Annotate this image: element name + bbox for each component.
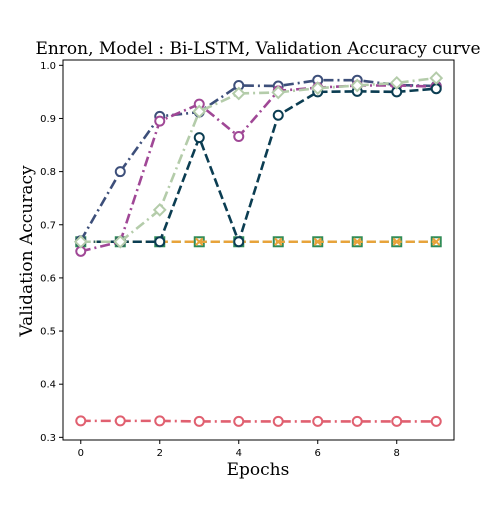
y-tick-label: 0.9 [40, 114, 56, 125]
y-tick-label: 1.0 [40, 61, 56, 72]
series-marker [231, 86, 246, 101]
series-marker [193, 415, 205, 427]
series-marker [154, 236, 166, 248]
series-marker [233, 236, 245, 248]
series-marker [114, 415, 126, 427]
series-marker [114, 166, 126, 178]
series-marker [192, 104, 207, 119]
series-marker [391, 415, 403, 427]
series-marker [233, 131, 245, 143]
y-tick-label: 0.4 [40, 380, 56, 391]
series-marker [430, 83, 442, 95]
series-group [73, 71, 444, 249]
y-tick-label: 0.8 [40, 167, 56, 178]
series-line [80, 419, 437, 423]
y-tick-label: 0.7 [40, 220, 56, 231]
y-tick-label: 0.6 [40, 273, 56, 284]
y-tick-label: 0.3 [40, 433, 56, 444]
series-marker [312, 415, 324, 427]
plot-area [73, 71, 444, 427]
series-marker [353, 237, 362, 246]
series-marker [392, 237, 401, 246]
series-marker [310, 81, 325, 96]
series-marker [432, 237, 441, 246]
series-marker [430, 415, 442, 427]
chart-title: Enron, Model : Bi-LSTM, Validation Accur… [35, 39, 480, 59]
x-tick-label: 6 [315, 448, 321, 459]
series-marker [271, 85, 286, 100]
series-marker [313, 237, 322, 246]
axes: 0 2 4 6 8 0.3 0.4 0.5 0.6 0.7 0.8 0.9 1.0 [40, 61, 400, 459]
series-group [75, 83, 442, 248]
series-marker [154, 115, 166, 127]
series-marker [193, 132, 205, 144]
series-marker [272, 415, 284, 427]
series-marker [429, 71, 444, 85]
x-tick-label: 0 [78, 448, 84, 459]
series-marker [233, 415, 245, 427]
y-axis-label: Validation Accuracy [17, 165, 37, 338]
x-tick-label: 2 [157, 448, 163, 459]
series-group [75, 80, 442, 257]
series-line [80, 84, 437, 253]
series-marker [389, 75, 404, 90]
series-marker [154, 415, 166, 427]
series-marker [75, 415, 87, 427]
series-marker [272, 109, 284, 121]
y-tick-label: 0.5 [40, 327, 56, 338]
series-marker [350, 78, 365, 93]
x-axis-label: Epochs [227, 460, 290, 480]
series-line [80, 76, 437, 244]
series-marker [152, 202, 167, 217]
series-marker [113, 234, 128, 249]
series-line [80, 87, 437, 244]
series-group [76, 237, 441, 246]
series-line [79, 78, 437, 242]
series-marker [274, 237, 283, 246]
series-marker [195, 237, 204, 246]
series-group [75, 74, 442, 247]
x-tick-label: 8 [394, 448, 400, 459]
x-tick-label: 4 [236, 448, 242, 459]
series-marker [73, 234, 88, 249]
plot-frame [62, 59, 455, 441]
series-marker [351, 415, 363, 427]
series-group [75, 415, 442, 427]
